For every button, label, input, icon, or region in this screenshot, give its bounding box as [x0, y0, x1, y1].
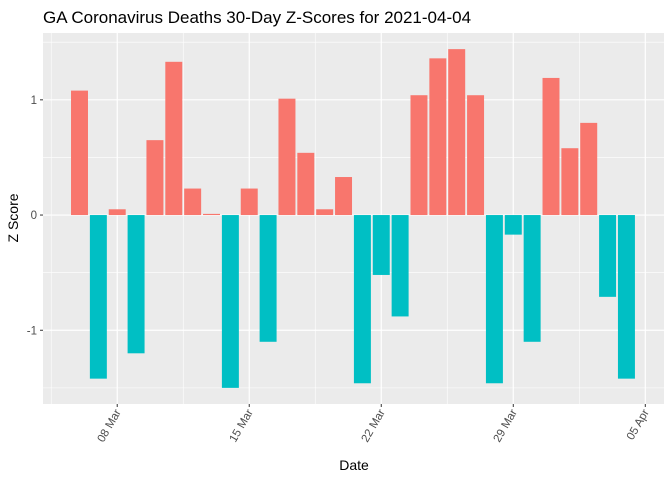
plot-panel [43, 33, 664, 404]
bar-2021-03-31 [542, 77, 560, 216]
bar-2021-03-24 [410, 95, 428, 216]
bar-2021-03-16 [259, 215, 277, 342]
bar-2021-03-30 [523, 215, 541, 342]
bar-2021-03-26 [448, 49, 466, 216]
bars [71, 49, 635, 388]
bar-2021-03-10 [146, 140, 164, 216]
bar-2021-03-22 [372, 215, 390, 275]
x-axis-ticks: 08 Mar 15 Mar 22 Mar 29 Mar 05 Apr [96, 404, 652, 445]
bar-2021-03-06 [71, 90, 88, 216]
bar-2021-03-14 [221, 215, 239, 388]
bar-2021-03-18 [297, 152, 315, 216]
bar-2021-03-28 [485, 215, 503, 384]
bar-2021-03-23 [391, 215, 409, 317]
bar-2021-03-20 [335, 177, 353, 216]
x-tick-label: 29 Mar [492, 407, 520, 444]
x-tick-label: 22 Mar [360, 407, 388, 444]
bar-2021-04-01 [561, 148, 579, 216]
bar-2021-03-21 [353, 215, 371, 384]
bar-2021-03-08 [108, 209, 126, 216]
x-tick-label: 05 Apr [625, 407, 652, 442]
bar-2021-03-29 [504, 215, 522, 235]
bar-2021-03-09 [127, 215, 145, 354]
bar-2021-03-11 [165, 61, 183, 216]
y-tick-label: 0 [31, 210, 37, 222]
x-tick-label: 15 Mar [228, 407, 256, 444]
minor-gridlines-x [50, 33, 580, 404]
bar-2021-03-17 [278, 98, 296, 216]
bar-2021-03-12 [184, 188, 202, 216]
x-tick-label: 08 Mar [96, 407, 124, 444]
bar-2021-03-07 [89, 215, 107, 379]
bar-2021-04-03 [599, 215, 617, 297]
bar-2021-03-19 [316, 209, 334, 216]
bar-2021-03-27 [467, 95, 485, 216]
y-axis-title: Z Score [5, 193, 21, 242]
y-tick-label: -1 [27, 325, 37, 337]
y-tick-label: 1 [31, 95, 37, 107]
bar-2021-04-02 [580, 122, 598, 216]
bar-2021-03-15 [240, 188, 258, 216]
bar-2021-04-04 [617, 215, 635, 379]
bar-2021-03-25 [429, 58, 447, 216]
chart-title: GA Coronavirus Deaths 30-Day Z-Scores fo… [43, 8, 471, 27]
bar-2021-03-13 [203, 213, 221, 216]
y-axis-ticks: -1 0 1 [27, 95, 43, 337]
x-axis-title: Date [339, 457, 369, 473]
